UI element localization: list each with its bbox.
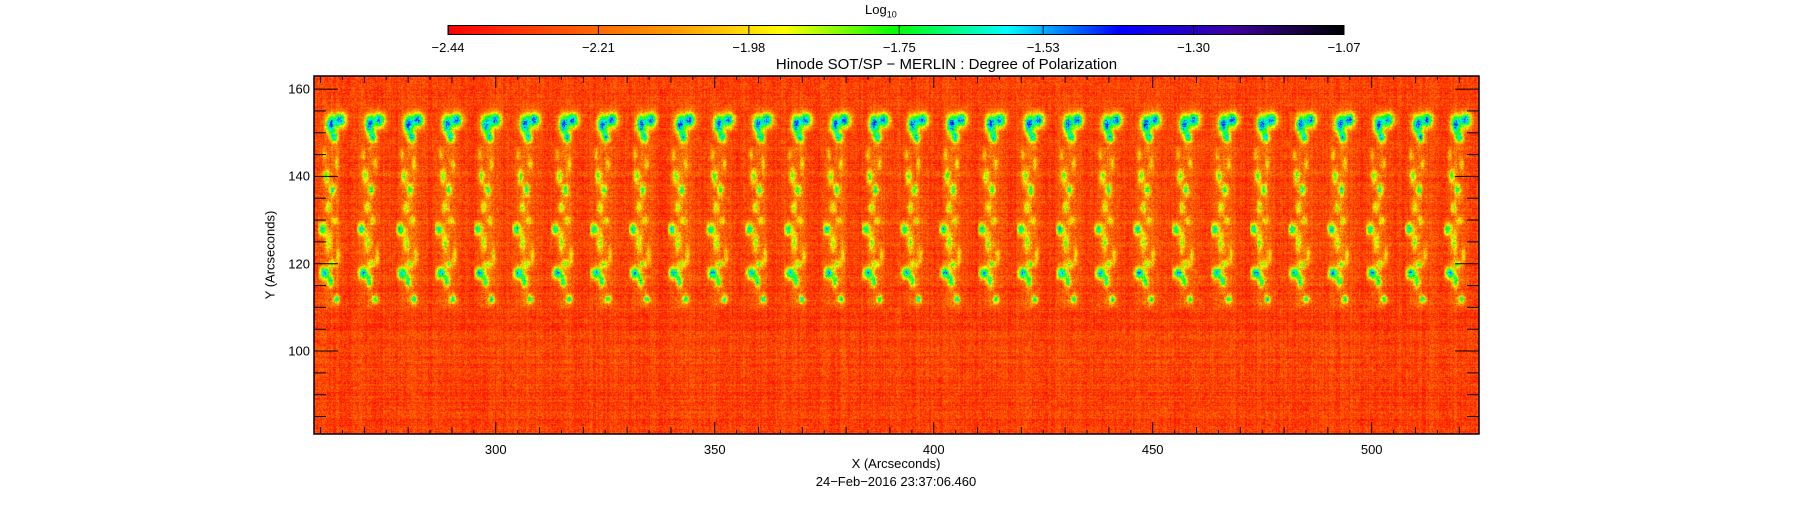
y-tick-label: 120 [288,256,310,272]
x-tick-label: 400 [922,442,945,457]
x-tick-label: 300 [484,442,507,457]
colorbar-tick-label: −2.21 [581,40,615,55]
y-axis-label: Y (Arcseconds) [262,210,278,300]
colorbar-tick-label: −1.98 [732,40,766,55]
plot-title: Hinode SOT/SP − MERLIN : Degree of Polar… [775,56,1118,73]
x-tick-label: 350 [703,442,726,457]
x-tick-label: 450 [1141,442,1164,457]
colorbar-title: Log10 [865,2,897,20]
colorbar-tick-label: −1.75 [882,40,916,55]
y-tick-label: 100 [288,343,310,359]
timestamp: 24−Feb−2016 23:37:06.460 [815,474,977,489]
polarization-heatmap [314,76,1479,434]
colorbar-tick-label: −1.30 [1177,40,1211,55]
x-tick-label: 500 [1360,442,1383,457]
colorbar-title-subscript: 10 [886,9,897,20]
y-tick-label: 140 [288,168,310,184]
colorbar-tick-label: −2.44 [431,40,465,55]
colorbar-tick-label: −1.53 [1026,40,1060,55]
y-tick-label: 160 [288,81,310,97]
plot-frame [313,75,1480,435]
colorbar-title-text: Log [865,2,887,17]
x-axis-label: X (Arcseconds) [851,456,941,471]
colorbar-tick-label: −1.07 [1327,40,1361,55]
